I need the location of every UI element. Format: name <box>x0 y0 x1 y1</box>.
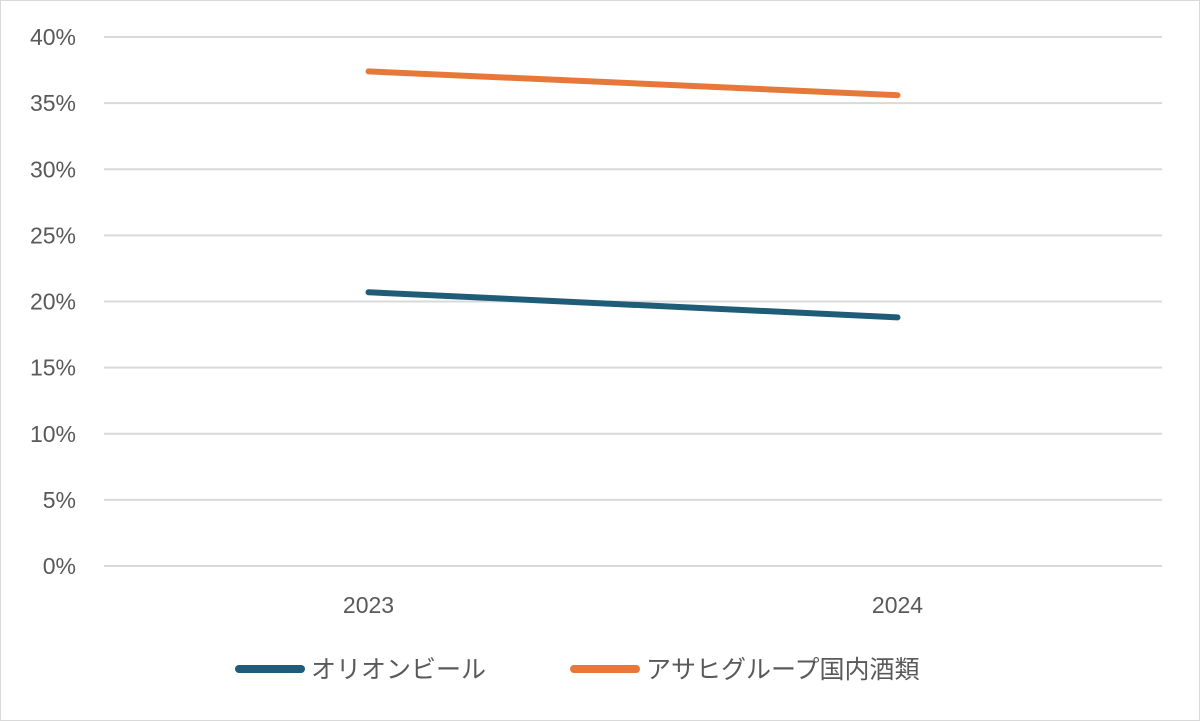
y-tick-label: 0% <box>43 553 76 579</box>
series-lines <box>365 68 901 321</box>
x-tick-label: 2023 <box>343 592 394 618</box>
y-tick-label: 35% <box>30 90 76 116</box>
x-axis-tick-labels: 2023 2024 <box>343 592 923 618</box>
y-tick-label: 15% <box>30 355 76 381</box>
y-tick-label: 5% <box>43 487 76 513</box>
legend-label: オリオンビール <box>311 655 486 684</box>
y-tick-label: 40% <box>30 24 76 50</box>
y-tick-label: 30% <box>30 156 76 182</box>
y-tick-label: 20% <box>30 289 76 315</box>
gridlines <box>104 36 1162 567</box>
y-axis-tick-labels: 0% 5% 10% 15% 20% 25% 30% 35% 40% <box>30 24 76 579</box>
legend-label: アサヒグループ国内酒類 <box>646 655 920 684</box>
legend: オリオンビール アサヒグループ国内酒類 <box>235 655 920 684</box>
y-tick-label: 25% <box>30 222 76 248</box>
series-line-1 <box>365 289 901 321</box>
x-tick-label: 2024 <box>872 592 923 618</box>
series-line-2 <box>365 68 901 99</box>
y-tick-label: 10% <box>30 421 76 447</box>
